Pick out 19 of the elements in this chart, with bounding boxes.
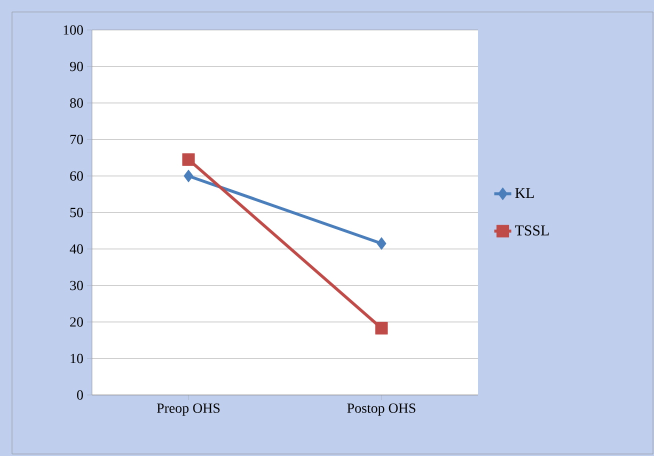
y-tick-label: 20 [70, 317, 83, 327]
y-tick-label: 40 [70, 244, 83, 254]
point [184, 170, 194, 182]
y-tick-label: 10 [70, 354, 83, 364]
point [375, 322, 388, 334]
y-tick-label: 30 [70, 280, 83, 290]
legend-label: TSSL [515, 225, 549, 236]
y-tick-label: 80 [70, 98, 83, 108]
legend-label: KL [515, 188, 534, 198]
point [376, 237, 386, 250]
y-tick-label: 60 [70, 171, 83, 181]
point [182, 153, 195, 166]
y-tick-label: 90 [70, 62, 83, 72]
y-tick-label: 70 [70, 134, 83, 144]
x-tick-label: Postop OHS [347, 404, 416, 416]
x-tick-label: Preop OHS [156, 404, 220, 416]
y-tick-label: 100 [64, 25, 83, 35]
y-tick-label: 0 [77, 390, 83, 400]
y-tick-label: 50 [70, 208, 83, 218]
